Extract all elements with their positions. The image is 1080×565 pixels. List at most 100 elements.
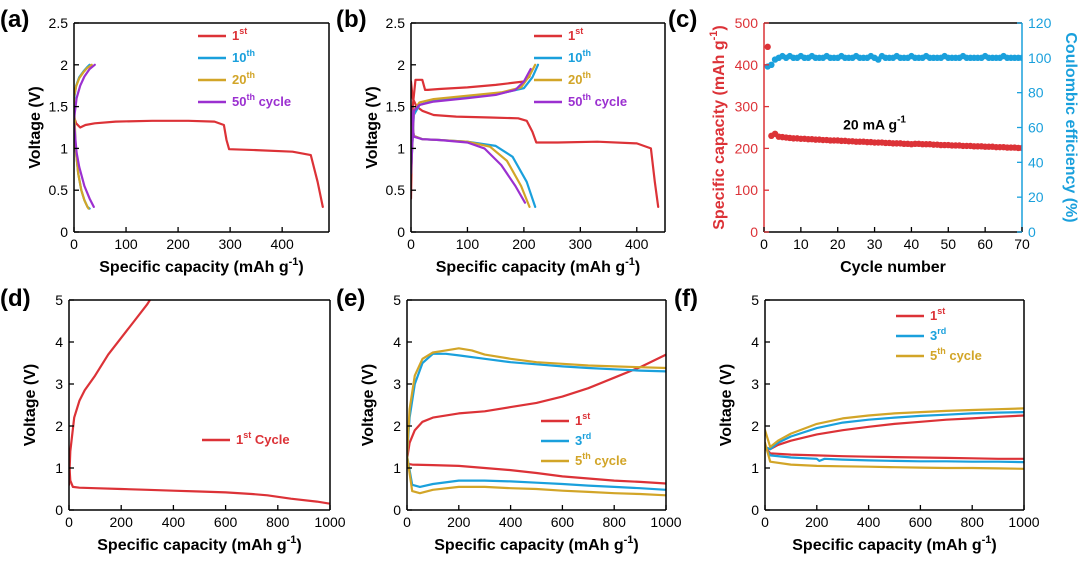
legend-label: 50th cycle bbox=[568, 92, 627, 109]
legend-rest: cycle bbox=[591, 453, 627, 468]
x-tick-label: 0 bbox=[70, 236, 78, 252]
legend-sup: st bbox=[239, 26, 247, 36]
legend-base: 20 bbox=[568, 72, 582, 87]
series-line bbox=[411, 105, 527, 204]
y-tick-label: 0 bbox=[60, 224, 68, 240]
y-tick-label: 200 bbox=[735, 140, 759, 156]
label-main: Specific capacity (mAh g bbox=[711, 40, 728, 229]
series-line bbox=[407, 462, 666, 485]
x-axis-title: Specific capacity (mAh g-1) bbox=[97, 534, 302, 554]
legend-label: 10th bbox=[568, 48, 591, 65]
legend-sup: th bbox=[582, 451, 591, 461]
data-point bbox=[764, 43, 771, 51]
x-tick-label: 200 bbox=[110, 514, 134, 530]
y-tick-label: 3 bbox=[55, 376, 63, 392]
legend-base: 50 bbox=[568, 94, 582, 109]
x-tick-label: 30 bbox=[867, 236, 883, 252]
y-tick-label: 3 bbox=[393, 376, 401, 392]
legend-base: 1 bbox=[568, 28, 575, 43]
series-line bbox=[765, 414, 1024, 451]
legend-sup: rd bbox=[582, 431, 591, 441]
y-tick-label: 2 bbox=[751, 418, 759, 434]
series-line bbox=[411, 67, 532, 175]
y-tick-label: 0.5 bbox=[386, 182, 406, 198]
y-tick-label: 500 bbox=[735, 15, 759, 31]
y-tick-label: 2 bbox=[60, 57, 68, 73]
series-line bbox=[407, 352, 666, 457]
legend-base: 50 bbox=[232, 94, 246, 109]
y-axis-title: Voltage (V) bbox=[364, 86, 381, 168]
legend-rest: cycle bbox=[255, 94, 291, 109]
label-sup: -1 bbox=[982, 534, 992, 546]
legend-base: 3 bbox=[575, 433, 582, 448]
x-axis-title: Specific capacity (mAh g-1) bbox=[792, 534, 997, 554]
legend-label: 20th bbox=[232, 70, 255, 87]
series-line bbox=[74, 115, 324, 208]
label-sup: -1 bbox=[625, 256, 635, 268]
label-sup: -1 bbox=[287, 534, 297, 546]
y-tick-label: 0 bbox=[397, 224, 405, 240]
panel-f: (f) 0 200 400 600 800 1000 0 1 2 3 4 5 Specific capac… bbox=[674, 285, 1040, 554]
x-tick-label: 200 bbox=[166, 236, 190, 252]
y-tick-label: 4 bbox=[55, 334, 63, 350]
plot-area bbox=[69, 300, 330, 505]
y-right-tick-label: 120 bbox=[1028, 15, 1052, 31]
y-right-tick-label: 80 bbox=[1028, 85, 1044, 101]
legend-label: 3rd bbox=[575, 431, 591, 448]
legend-sup: rd bbox=[937, 326, 946, 336]
x-tick-label: 800 bbox=[603, 514, 627, 530]
y-tick-label: 2 bbox=[55, 418, 63, 434]
legend-label: 10th bbox=[232, 48, 255, 65]
legend-sup: st bbox=[937, 306, 945, 316]
legend-sup: th bbox=[582, 92, 591, 102]
y-tick-label: 5 bbox=[55, 292, 63, 308]
legend-label: 5th cycle bbox=[575, 451, 627, 468]
y-tick-label: 5 bbox=[751, 292, 759, 308]
legend-sup: st bbox=[575, 26, 583, 36]
y-tick-label: 1.5 bbox=[386, 99, 406, 115]
series-line bbox=[74, 63, 93, 98]
series-line bbox=[765, 441, 1024, 470]
x-tick-label: 800 bbox=[266, 514, 290, 530]
series-line bbox=[765, 407, 1024, 449]
x-tick-label: 400 bbox=[270, 236, 294, 252]
y-tick-label: 1 bbox=[60, 140, 68, 156]
label-sup: -1 bbox=[289, 256, 299, 268]
y-tick-label: 1.5 bbox=[49, 99, 69, 115]
plot-area bbox=[74, 63, 324, 210]
y-right-tick-label: 0 bbox=[1028, 224, 1036, 240]
legend-label: 3rd bbox=[930, 326, 946, 343]
legend-base: 1 bbox=[575, 413, 582, 428]
x-axis-title: Specific capacity (mAh g-1) bbox=[434, 534, 639, 554]
y-tick-label: 0 bbox=[750, 224, 758, 240]
x-tick-label: 200 bbox=[447, 514, 471, 530]
data-point bbox=[1018, 144, 1022, 152]
x-tick-label: 60 bbox=[977, 236, 993, 252]
x-tick-label: 800 bbox=[961, 514, 985, 530]
x-axis-title: Specific capacity (mAh g-1) bbox=[99, 256, 304, 276]
y-tick-label: 1 bbox=[55, 460, 63, 476]
annotation: 20 mA g-1 bbox=[843, 115, 906, 133]
y-tick-label: 0 bbox=[751, 502, 759, 518]
legend-label: 1st Cycle bbox=[236, 430, 290, 447]
series-line bbox=[411, 75, 531, 200]
legend-label: 50th cycle bbox=[232, 92, 291, 109]
legend-sup: st bbox=[582, 411, 590, 421]
x-tick-label: 0 bbox=[407, 236, 415, 252]
y-tick-label: 3 bbox=[751, 376, 759, 392]
y-tick-label: 1 bbox=[397, 140, 405, 156]
y-tick-label: 2.5 bbox=[386, 15, 406, 31]
series-line bbox=[411, 109, 531, 208]
legend-base: 10 bbox=[232, 50, 246, 65]
legend: 1st 3rd 5th cycle bbox=[541, 411, 627, 468]
plot-area bbox=[407, 347, 666, 497]
label-close: ) bbox=[711, 25, 728, 30]
legend-label: 1st bbox=[930, 306, 945, 323]
y-right-tick-label: 20 bbox=[1028, 189, 1044, 205]
x-tick-label: 40 bbox=[904, 236, 920, 252]
y-tick-label: 4 bbox=[393, 334, 401, 350]
y-tick-label: 300 bbox=[735, 99, 759, 115]
x-axis-title: Cycle number bbox=[840, 259, 946, 276]
